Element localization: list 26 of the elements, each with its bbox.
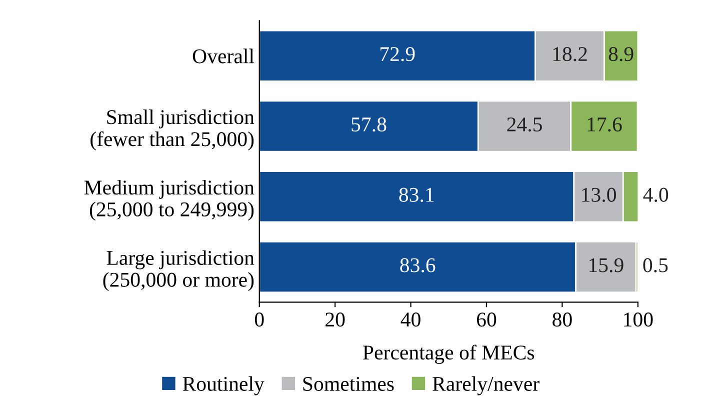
legend-label: Sometimes: [303, 376, 394, 391]
x-axis-title: Percentage of MECs: [363, 344, 534, 364]
data-label: 57.8: [352, 117, 386, 132]
data-label: 8.9: [608, 47, 634, 62]
data-label: 24.5: [507, 117, 542, 132]
legend-label: Rarely/never: [432, 376, 540, 396]
x-tick-label: 60: [476, 312, 496, 327]
data-label: 13.0: [582, 188, 616, 202]
data-label: 0.5: [643, 258, 668, 272]
y-tick-label: Overall: [192, 48, 254, 64]
y-tick-label: Medium jurisdiction (25,000 to 249,999): [84, 180, 254, 221]
x-tick-label: 40: [400, 312, 420, 327]
x-tick-label: 20: [326, 312, 345, 327]
y-tick-label: Large jurisdiction (250,000 or more): [103, 250, 254, 292]
x-tick-label: 80: [552, 312, 572, 327]
data-label: 4.0: [643, 188, 668, 202]
data-label: 72.9: [380, 47, 415, 62]
data-label: 83.1: [399, 188, 434, 202]
y-tick-label: Small jurisdiction (fewer than 25,000): [90, 109, 254, 150]
data-label: 17.6: [588, 117, 622, 132]
data-label: 18.2: [553, 47, 587, 62]
data-label: 83.6: [400, 258, 436, 272]
x-tick-label: 100: [624, 312, 653, 327]
legend-label: Routinely: [182, 376, 264, 396]
x-tick-label: 0: [254, 312, 264, 327]
data-label: 15.9: [590, 258, 624, 272]
